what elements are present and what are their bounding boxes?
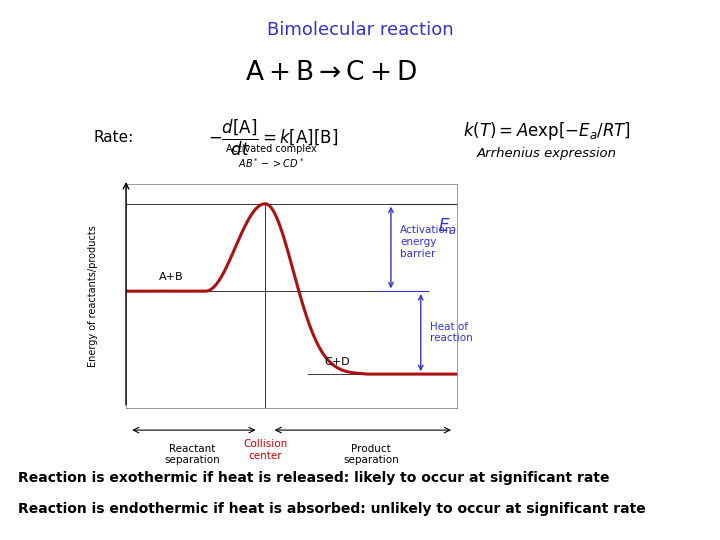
Text: Activated complex
$AB^* -> CD^*$: Activated complex $AB^* -> CD^*$: [226, 144, 317, 170]
Text: $E_a$: $E_a$: [438, 216, 457, 236]
Text: Energy of reactants/products: Energy of reactants/products: [88, 225, 98, 367]
Text: Rate:: Rate:: [94, 130, 134, 145]
Text: $\mathrm{A + B \rightarrow C + D}$: $\mathrm{A + B \rightarrow C + D}$: [245, 60, 418, 86]
Text: Heat of
reaction: Heat of reaction: [430, 322, 473, 343]
Text: $k(T) = A\exp[-E_a / RT]$: $k(T) = A\exp[-E_a / RT]$: [463, 120, 631, 141]
Text: Product
separation: Product separation: [343, 443, 399, 465]
Text: Bimolecular reaction: Bimolecular reaction: [266, 21, 454, 39]
Text: Reactant
separation: Reactant separation: [164, 443, 220, 465]
Text: C+D: C+D: [325, 357, 351, 367]
Text: Arrhenius expression: Arrhenius expression: [477, 147, 617, 160]
Text: Activation
energy
barrier: Activation energy barrier: [400, 226, 453, 259]
Text: A+B: A+B: [159, 272, 184, 282]
Text: $-\dfrac{d[\mathrm{A}]}{dt} = k[\mathrm{A}][\mathrm{B}]$: $-\dfrac{d[\mathrm{A}]}{dt} = k[\mathrm{…: [209, 118, 338, 158]
Text: Reaction is endothermic if heat is absorbed: unlikely to occur at significant ra: Reaction is endothermic if heat is absor…: [18, 502, 646, 516]
Text: Collision
center: Collision center: [243, 439, 287, 461]
Text: Reaction is exothermic if heat is released: likely to occur at significant rate: Reaction is exothermic if heat is releas…: [18, 471, 610, 485]
